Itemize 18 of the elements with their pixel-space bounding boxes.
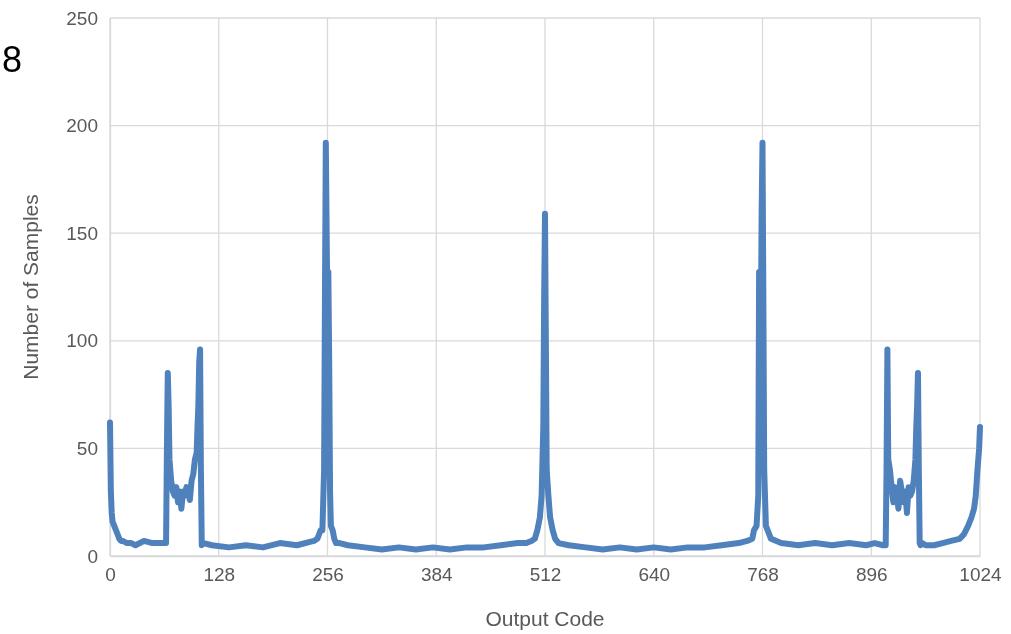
- y-tick-label: 0: [87, 545, 98, 567]
- x-tick-label: 512: [529, 564, 562, 586]
- x-tick-label: 0: [105, 564, 116, 586]
- x-tick-label: 640: [638, 564, 671, 586]
- x-tick-label: 768: [747, 564, 779, 586]
- y-tick-label: 50: [76, 437, 98, 459]
- y-tick-label: 150: [66, 222, 98, 244]
- x-tick-label: 384: [420, 564, 454, 586]
- y-tick-label: 250: [66, 7, 98, 29]
- x-axis-title: Output Code: [485, 607, 605, 630]
- text: 8: [2, 39, 23, 80]
- y-axis-title: Number of Samples: [19, 194, 42, 380]
- y-tick-label: 200: [66, 115, 98, 137]
- x-tick-label: 256: [312, 564, 344, 586]
- y-tick-label: 100: [66, 330, 98, 352]
- x-tick-label: 1024: [959, 564, 1003, 586]
- x-tick-label: 896: [855, 564, 888, 586]
- x-tick-label: 128: [203, 564, 236, 586]
